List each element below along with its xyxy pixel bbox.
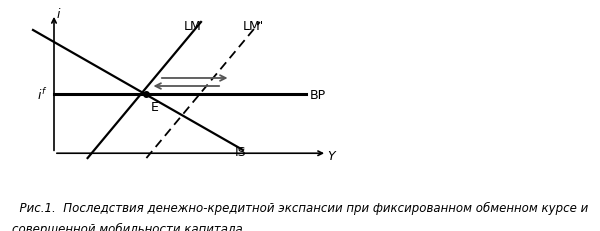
- Text: Рис.1.  Последствия денежно-кредитной экспансии при фиксированном обменном курсе: Рис.1. Последствия денежно-кредитной экс…: [12, 201, 588, 214]
- Text: LM': LM': [243, 20, 264, 33]
- Text: Y: Y: [327, 149, 335, 162]
- Text: E: E: [151, 101, 158, 114]
- Text: совершенной мобильности капитала.: совершенной мобильности капитала.: [12, 222, 247, 231]
- Text: LM: LM: [184, 20, 202, 33]
- Text: i: i: [56, 8, 59, 21]
- Text: $i^f$: $i^f$: [37, 87, 48, 103]
- Text: IS: IS: [235, 146, 246, 158]
- Text: BP: BP: [310, 88, 326, 101]
